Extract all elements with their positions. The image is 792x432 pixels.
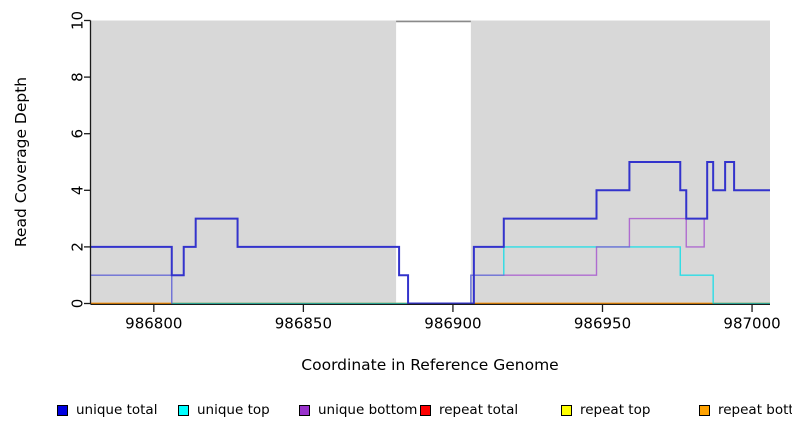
legend-swatch [57,404,68,416]
legend-item-repeat-bottom: repeat bottom [699,402,792,418]
x-axis-title: Coordinate in Reference Genome [301,356,558,374]
legend-swatch [420,404,431,416]
y-tick-label: 2 [69,242,87,252]
legend-swatch [299,404,310,416]
series-unique-total [91,161,770,305]
y-axis-title: Read Coverage Depth [12,77,30,247]
legend-swatch [561,404,572,416]
legend-item-repeat-top: repeat top [561,402,650,418]
legend-label: repeat bottom [718,402,792,418]
legend-label: unique bottom [318,402,418,418]
legend-swatch [178,404,189,416]
legend-label: unique total [76,402,158,418]
legend-label: unique top [197,402,270,418]
plot-layers: 0 2 4 6 8 10 986800 986850 986900 986950 987000 [69,11,781,333]
chart-legend: unique total unique top unique bottom repea… [0,398,792,428]
y-tick-label: 4 [69,186,87,196]
legend-label: repeat top [580,402,651,418]
x-tick-label: 987000 [723,315,780,333]
x-tick-label: 986800 [125,315,182,333]
no-data-band [396,22,471,304]
coverage-plot: 0 2 4 6 8 10 986800 986850 986900 986950 987000 Co… [12,11,781,374]
legend-item-unique-total: unique total [57,402,157,418]
legend-item-repeat-total: repeat total [420,402,518,418]
y-tick-label: 0 [69,299,87,309]
legend-label: repeat total [439,402,519,418]
x-tick-label: 986950 [574,315,631,333]
x-tick-label: 986850 [275,315,332,333]
y-tick-label: 8 [69,72,87,82]
x-tick-label: 986900 [424,315,481,333]
y-tick-label: 10 [69,11,87,30]
legend-item-unique-bottom: unique bottom [299,402,417,418]
legend-swatch [699,404,710,416]
y-tick-label: 6 [69,129,87,139]
legend-item-unique-top: unique top [178,402,270,418]
